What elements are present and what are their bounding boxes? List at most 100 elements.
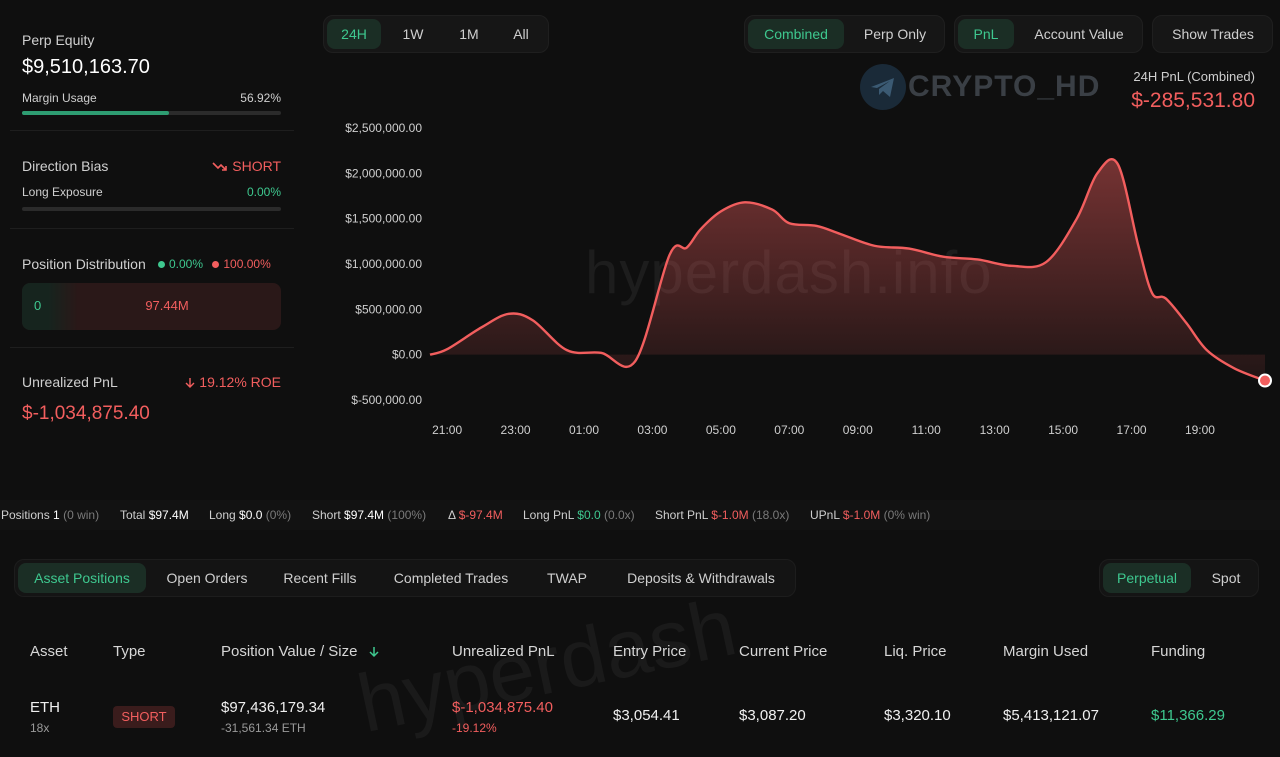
range-tab-all[interactable]: All <box>513 26 529 42</box>
x-tick-label: 17:00 <box>1117 423 1147 437</box>
long-exposure-bar <box>22 207 281 211</box>
table-watermark: hyperdash <box>350 581 744 750</box>
summary-delta: Δ $-97.4M <box>448 508 503 522</box>
long-dot-icon <box>158 261 165 268</box>
tab-open-orders[interactable]: Open Orders <box>166 570 248 586</box>
row-type-badge: SHORT <box>113 706 175 728</box>
margin-usage-value: 56.92% <box>240 91 281 105</box>
perp-equity-value: $9,510,163.70 <box>22 56 150 78</box>
header-asset[interactable]: Asset <box>30 643 68 660</box>
account-summary-panel: Perp Equity $9,510,163.70 Margin Usage 5… <box>0 0 300 470</box>
range-tab-1m[interactable]: 1M <box>459 26 479 42</box>
dist-long-value: 0 <box>34 298 42 313</box>
y-tick-label: $2,000,000.00 <box>345 166 422 180</box>
unrealized-pnl-label: Unrealized PnL <box>22 374 118 390</box>
x-tick-label: 21:00 <box>432 423 462 437</box>
distribution-legend: 0.00% 100.00% <box>158 257 271 271</box>
header-unrealized-pnl[interactable]: Unrealized PnL <box>452 643 555 660</box>
margin-usage-label: Margin Usage <box>22 91 97 105</box>
arrow-down-icon <box>185 374 199 390</box>
y-tick-label: $2,500,000.00 <box>345 121 422 135</box>
y-tick-label: $-500,000.00 <box>351 393 422 407</box>
short-dot-icon <box>212 261 220 268</box>
telegram-icon <box>860 64 906 110</box>
sort-down-icon[interactable] <box>368 643 380 660</box>
tab-asset-positions[interactable]: Asset Positions <box>18 563 146 593</box>
perp-equity-label: Perp Equity <box>22 32 95 48</box>
x-tick-label: 15:00 <box>1048 423 1078 437</box>
header-type[interactable]: Type <box>113 643 146 660</box>
unrealized-pnl-value: $-1,034,875.40 <box>22 403 150 424</box>
summary-upnl: UPnL $-1.0M (0% win) <box>810 508 931 522</box>
summary-positions: Positions 1 (0 win) <box>1 508 100 522</box>
tab-recent-fills[interactable]: Recent Fills <box>283 570 357 586</box>
y-tick-label: $0.00 <box>392 348 422 362</box>
tab-completed-trades[interactable]: Completed Trades <box>393 570 509 586</box>
dist-short-value: 97.44M <box>145 298 189 313</box>
header-liq-price[interactable]: Liq. Price <box>884 643 947 660</box>
row-margin-used: $5,413,121.07 <box>1003 707 1099 724</box>
metric-selector: PnL Account Value <box>954 15 1143 53</box>
row-unrealized-pct: -19.12% <box>452 721 497 735</box>
header-funding[interactable]: Funding <box>1151 643 1206 660</box>
header-current-price[interactable]: Current Price <box>739 643 828 660</box>
positions-tabs: Asset Positions Open Orders Recent Fills… <box>14 559 796 597</box>
position-distribution-label: Position Distribution <box>22 256 146 272</box>
metric-tab-pnl[interactable]: PnL <box>958 19 1014 49</box>
row-entry-price: $3,054.41 <box>613 707 680 724</box>
header-position-value[interactable]: Position Value / Size <box>221 643 380 660</box>
positions-summary-strip: Positions 1 (0 win) Total $97.4M Long $0… <box>0 500 1280 530</box>
direction-bias-indicator: SHORT <box>200 158 281 174</box>
long-exposure-label: Long Exposure <box>22 185 103 199</box>
pnl-area <box>430 159 1265 381</box>
unrealized-roe: 19.12% ROE <box>180 374 281 390</box>
header-margin-used[interactable]: Margin Used <box>1003 643 1089 660</box>
row-position-size: -31,561.34 ETH <box>221 721 306 735</box>
metric-tab-account-value[interactable]: Account Value <box>1034 26 1124 42</box>
show-trades-button[interactable]: Show Trades <box>1172 26 1254 42</box>
x-tick-label: 01:00 <box>569 423 599 437</box>
summary-long-pnl: Long PnL $0.0 (0.0x) <box>523 508 635 522</box>
long-exposure-value: 0.00% <box>246 185 281 199</box>
tab-spot[interactable]: Spot <box>1211 570 1241 586</box>
mode-tab-perp-only[interactable]: Perp Only <box>863 26 927 42</box>
row-asset: ETH <box>30 699 60 716</box>
last-value-marker <box>1258 373 1272 388</box>
margin-usage-bar-fill <box>22 111 170 115</box>
tab-perpetual[interactable]: Perpetual <box>1103 563 1191 593</box>
x-tick-label: 03:00 <box>637 423 667 437</box>
y-tick-label: $1,500,000.00 <box>345 212 422 226</box>
range-tab-24h[interactable]: 24H <box>327 19 381 49</box>
y-tick-label: $1,000,000.00 <box>345 257 422 271</box>
margin-usage-bar <box>22 111 281 115</box>
row-current-price: $3,087.20 <box>739 707 806 724</box>
mode-tab-combined[interactable]: Combined <box>748 19 844 49</box>
x-tick-label: 09:00 <box>843 423 873 437</box>
chart-pnl-value: $-285,531.80 <box>1131 89 1255 112</box>
direction-bias-label: Direction Bias <box>22 158 109 174</box>
summary-total: Total $97.4M <box>120 508 189 522</box>
y-tick-label: $500,000.00 <box>355 302 422 316</box>
row-funding: $11,366.29 <box>1151 707 1225 724</box>
x-tick-label: 13:00 <box>980 423 1010 437</box>
tab-twap[interactable]: TWAP <box>547 570 587 586</box>
chart-title: 24H PnL (Combined) <box>1133 69 1255 84</box>
header-entry-price[interactable]: Entry Price <box>613 643 687 660</box>
row-unrealized-pnl: $-1,034,875.40 <box>452 699 553 716</box>
pnl-chart: $2,500,000.00 $2,000,000.00 $1,500,000.00 $… <box>345 121 1272 437</box>
crypto-hd-watermark: CRYPTO_HD <box>908 70 1101 103</box>
divider <box>10 347 294 348</box>
x-tick-label: 05:00 <box>706 423 736 437</box>
row-leverage: 18x <box>30 721 50 735</box>
dist-short-pct: 100.00% <box>223 257 271 271</box>
divider <box>10 130 294 131</box>
summary-short: Short $97.4M (100%) <box>312 508 427 522</box>
unrealized-roe-value: 19.12% ROE <box>199 374 281 390</box>
row-liq-price: $3,320.10 <box>884 707 951 724</box>
pnl-line <box>429 158 1266 382</box>
show-trades-group: Show Trades <box>1152 15 1273 53</box>
x-tick-label: 07:00 <box>774 423 804 437</box>
range-tab-1w[interactable]: 1W <box>402 26 424 42</box>
dist-long-pct: 0.00% <box>169 257 204 271</box>
tab-deposits-withdrawals[interactable]: Deposits & Withdrawals <box>627 570 775 586</box>
